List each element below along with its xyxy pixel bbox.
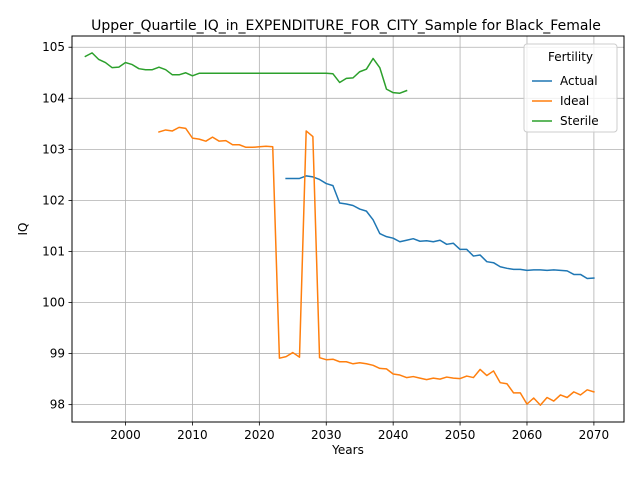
y-axis: 98 99 100 101 102 103 104 105 bbox=[42, 40, 72, 412]
legend-label-actual: Actual bbox=[560, 74, 598, 88]
y-tick-label: 105 bbox=[42, 40, 65, 54]
series-line-actual bbox=[285, 175, 595, 280]
y-tick-label: 100 bbox=[42, 296, 65, 310]
y-tick-label: 104 bbox=[42, 91, 65, 105]
y-tick-label: 102 bbox=[42, 193, 65, 207]
series-line-sterile bbox=[84, 52, 408, 94]
y-tick-label: 98 bbox=[50, 398, 65, 412]
plot-frame bbox=[71, 35, 625, 423]
series-layer bbox=[84, 52, 595, 406]
x-tick-label: 2030 bbox=[311, 428, 342, 442]
y-tick-label: 99 bbox=[50, 347, 65, 361]
series-line-ideal bbox=[158, 126, 595, 406]
x-tick-label: 2010 bbox=[177, 428, 208, 442]
y-axis-label: IQ bbox=[16, 223, 30, 236]
x-axis: 2000 2010 2020 2030 2040 2050 2060 2070 bbox=[110, 422, 609, 442]
x-tick-label: 2070 bbox=[579, 428, 610, 442]
legend: Fertility Actual Ideal Sterile bbox=[523, 43, 618, 133]
chart-title: Upper_Quartile_IQ_in_EXPENDITURE_FOR_CIT… bbox=[91, 18, 601, 34]
legend-label-ideal: Ideal bbox=[560, 94, 589, 108]
x-tick-label: 2060 bbox=[512, 428, 543, 442]
y-tick-label: 103 bbox=[42, 142, 65, 156]
x-tick-label: 2000 bbox=[110, 428, 141, 442]
x-tick-label: 2020 bbox=[244, 428, 275, 442]
x-tick-label: 2040 bbox=[378, 428, 409, 442]
y-tick-label: 101 bbox=[42, 244, 65, 258]
legend-label-sterile: Sterile bbox=[560, 114, 599, 128]
x-tick-label: 2050 bbox=[445, 428, 476, 442]
x-axis-label: Years bbox=[331, 443, 364, 457]
legend-box bbox=[523, 43, 618, 133]
legend-title: Fertility bbox=[548, 50, 593, 64]
